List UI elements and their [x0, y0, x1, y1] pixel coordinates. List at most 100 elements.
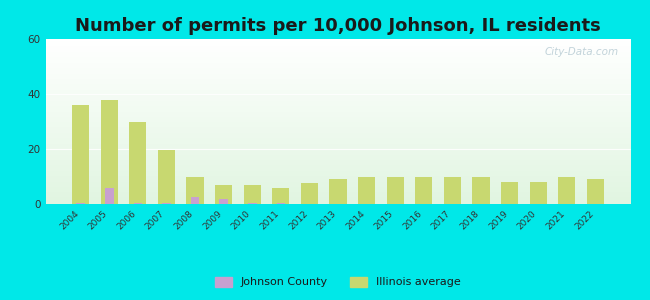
Bar [133, 202, 142, 204]
Bar [46, 47, 630, 48]
Bar [46, 196, 630, 197]
Bar [46, 102, 630, 103]
Bar [46, 95, 630, 96]
Bar [46, 146, 630, 147]
Bar [46, 69, 630, 70]
Bar [46, 42, 630, 43]
Bar [46, 51, 630, 52]
Bar [46, 124, 630, 125]
Bar [46, 171, 630, 172]
Bar [244, 185, 261, 204]
Bar [46, 67, 630, 68]
Bar [46, 189, 630, 190]
Bar [46, 74, 630, 75]
Bar [276, 202, 285, 204]
Bar [129, 122, 146, 204]
Bar [46, 58, 630, 59]
Bar [46, 172, 630, 173]
Bar [46, 89, 630, 90]
Bar [46, 168, 630, 169]
Bar [46, 154, 630, 155]
Bar [46, 119, 630, 120]
Bar [46, 137, 630, 138]
Bar [46, 165, 630, 166]
Bar [46, 41, 630, 42]
Bar [46, 57, 630, 58]
Bar [46, 96, 630, 97]
Bar [77, 202, 85, 204]
Bar [215, 185, 232, 204]
Legend: Johnson County, Illinois average: Johnson County, Illinois average [211, 272, 465, 292]
Bar [46, 135, 630, 136]
Bar [46, 141, 630, 142]
Bar [46, 149, 630, 150]
Bar [46, 162, 630, 163]
Bar [46, 62, 630, 63]
Bar [46, 46, 630, 47]
Bar [46, 148, 630, 149]
Bar [46, 49, 630, 50]
Bar [46, 101, 630, 102]
Bar [46, 64, 630, 65]
Bar [46, 92, 630, 93]
Bar [46, 122, 630, 123]
Bar [46, 105, 630, 106]
Bar [46, 187, 630, 188]
Bar [587, 179, 604, 204]
Bar [46, 94, 630, 95]
Bar [46, 53, 630, 54]
Bar [46, 99, 630, 100]
Bar [46, 79, 630, 80]
Bar [46, 161, 630, 162]
Bar [46, 167, 630, 168]
Bar [46, 198, 630, 199]
Bar [46, 143, 630, 144]
Bar [46, 85, 630, 86]
Bar [46, 125, 630, 126]
Bar [46, 131, 630, 132]
Bar [46, 139, 630, 140]
Bar [46, 159, 630, 160]
Bar [46, 183, 630, 184]
Bar [46, 203, 630, 204]
Bar [101, 100, 118, 204]
Bar [46, 164, 630, 165]
Bar [46, 173, 630, 174]
Bar [444, 176, 461, 204]
Bar [46, 153, 630, 154]
Bar [46, 113, 630, 114]
Bar [46, 140, 630, 141]
Bar [46, 111, 630, 112]
Bar [46, 184, 630, 185]
Bar [46, 61, 630, 62]
Bar [46, 127, 630, 128]
Bar [46, 180, 630, 181]
Bar [46, 45, 630, 46]
Bar [46, 84, 630, 85]
Bar [46, 144, 630, 145]
Bar [46, 194, 630, 195]
Bar [46, 56, 630, 57]
Bar [46, 50, 630, 51]
Bar [501, 182, 518, 204]
Bar [46, 158, 630, 159]
Bar [46, 120, 630, 121]
Bar [46, 133, 630, 134]
Bar [46, 75, 630, 76]
Bar [46, 114, 630, 115]
Bar [46, 43, 630, 44]
Bar [46, 193, 630, 194]
Bar [46, 40, 630, 41]
Bar [46, 87, 630, 88]
Bar [46, 80, 630, 81]
Bar [190, 197, 200, 204]
Bar [46, 66, 630, 67]
Title: Number of permits per 10,000 Johnson, IL residents: Number of permits per 10,000 Johnson, IL… [75, 17, 601, 35]
Bar [46, 77, 630, 78]
Bar [46, 181, 630, 182]
Bar [415, 176, 432, 204]
Bar [46, 108, 630, 109]
Bar [46, 176, 630, 177]
Bar [46, 73, 630, 74]
Bar [301, 183, 318, 204]
